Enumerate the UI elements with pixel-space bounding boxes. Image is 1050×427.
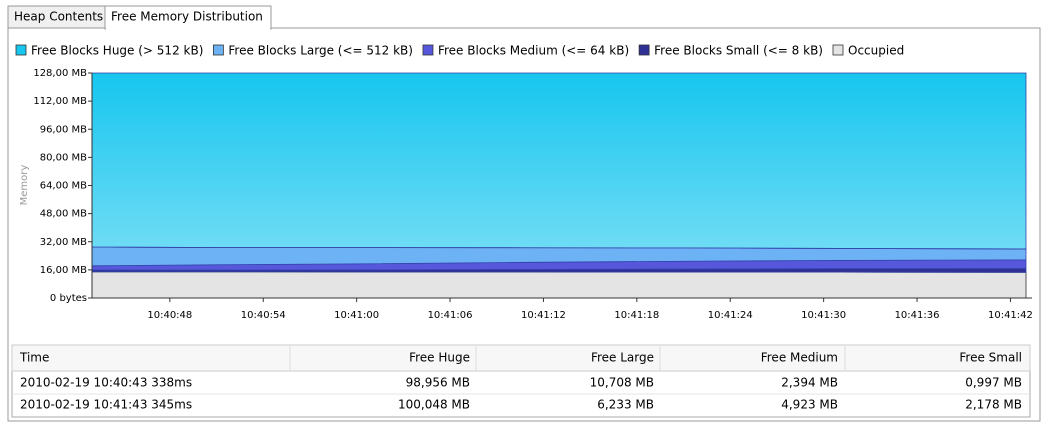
legend-swatch (638, 44, 650, 56)
legend-swatch (212, 44, 224, 56)
y-tick-label: 96,00 MB (40, 124, 87, 135)
table-cell: 2010-02-19 10:41:43 345ms (20, 398, 192, 412)
y-tick-label: 128,00 MB (33, 68, 87, 79)
x-tick-label: 10:41:12 (521, 310, 566, 321)
legend-label: Free Blocks Huge (> 512 kB) (31, 44, 203, 58)
y-tick-label: 64,00 MB (40, 181, 87, 192)
column-header: Free Large (591, 351, 654, 365)
y-tick-label: 0 bytes (50, 293, 87, 304)
column-header: Free Huge (409, 351, 470, 365)
x-tick-label: 10:40:54 (241, 310, 286, 321)
column-header: Time (19, 351, 49, 365)
y-tick-label: 80,00 MB (40, 152, 87, 163)
y-tick-label: 112,00 MB (33, 96, 87, 107)
legend-label: Free Blocks Small (<= 8 kB) (654, 44, 823, 58)
column-header: Free Small (959, 351, 1022, 365)
x-tick-label: 10:41:42 (988, 310, 1033, 321)
area (91, 271, 1027, 299)
y-axis-title: Memory (19, 165, 30, 206)
tab-label[interactable]: Heap Contents (14, 10, 103, 24)
table-cell: 2,178 MB (965, 398, 1022, 412)
legend-swatch (15, 44, 27, 56)
legend-swatch (422, 44, 434, 56)
table-cell: 98,956 MB (406, 376, 470, 390)
tab-joint (106, 27, 270, 30)
y-tick-label: 48,00 MB (40, 209, 87, 220)
tab-label[interactable]: Free Memory Distribution (111, 10, 263, 24)
x-tick-label: 10:41:06 (428, 310, 473, 321)
table-cell: 10,708 MB (590, 376, 654, 390)
x-tick-label: 10:41:24 (708, 310, 753, 321)
x-tick-label: 10:41:30 (801, 310, 846, 321)
y-tick-label: 16,00 MB (40, 265, 87, 276)
x-tick-label: 10:41:18 (614, 310, 659, 321)
table-cell: 2,394 MB (781, 376, 838, 390)
x-tick-label: 10:41:36 (895, 310, 940, 321)
legend-label: Free Blocks Medium (<= 64 kB) (438, 44, 629, 58)
x-tick-label: 10:41:00 (334, 310, 379, 321)
table-cell: 100,048 MB (398, 398, 470, 412)
x-tick-label: 10:40:48 (147, 310, 192, 321)
table-cell: 2010-02-19 10:40:43 338ms (20, 376, 192, 390)
y-tick-label: 32,00 MB (40, 237, 87, 248)
legend-swatch (832, 44, 844, 56)
table-cell: 6,233 MB (597, 398, 654, 412)
area (91, 72, 1027, 250)
table-header (11, 344, 1031, 372)
table-cell: 4,923 MB (781, 398, 838, 412)
table-cell: 0,997 MB (965, 376, 1022, 390)
legend-label: Free Blocks Large (<= 512 kB) (228, 44, 413, 58)
column-header: Free Medium (761, 351, 838, 365)
legend-label: Occupied (848, 44, 904, 58)
